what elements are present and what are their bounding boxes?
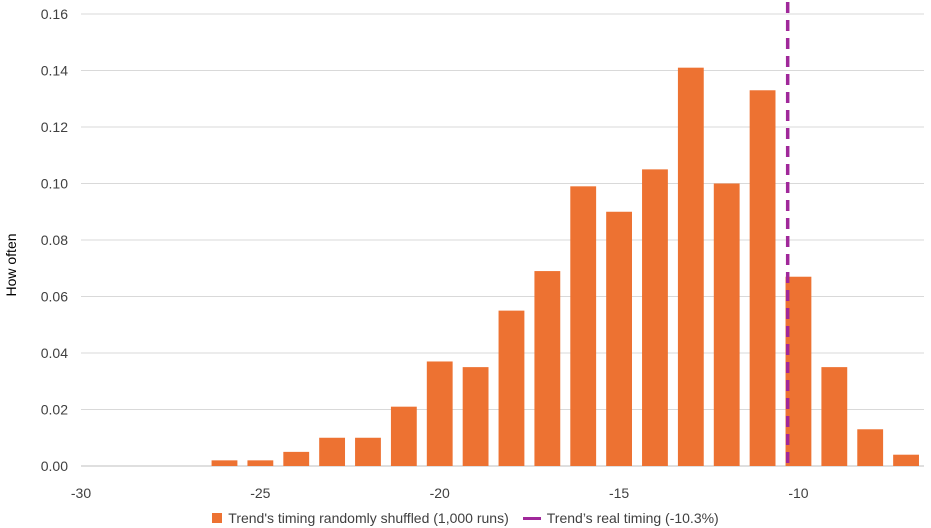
y-tick-label: 0.08 bbox=[41, 232, 68, 248]
histogram-bar bbox=[498, 310, 525, 466]
legend-swatch-bar bbox=[212, 513, 223, 523]
histogram-bar bbox=[211, 460, 238, 466]
legend-swatch-line bbox=[522, 516, 541, 520]
histogram-bar bbox=[534, 271, 561, 466]
legend-label-real: Trend’s real timing (-10.3%) bbox=[546, 510, 719, 526]
histogram-bar bbox=[355, 437, 381, 466]
x-tick-label: -30 bbox=[71, 485, 91, 501]
histogram-bar bbox=[426, 361, 453, 466]
histogram-bar bbox=[570, 186, 597, 466]
legend-label-shuffled: Trend's timing randomly shuffled (1,000 … bbox=[228, 510, 509, 526]
histogram-bar bbox=[642, 169, 668, 466]
y-tick-label: 0.12 bbox=[41, 119, 68, 135]
histogram-bar bbox=[677, 67, 704, 467]
x-tick-label: -15 bbox=[609, 485, 629, 501]
histogram-bar bbox=[462, 367, 489, 466]
histogram-bar bbox=[319, 437, 346, 466]
histogram-bar bbox=[713, 183, 740, 466]
y-tick-label: 0.16 bbox=[41, 6, 68, 22]
y-tick-label: 0.02 bbox=[41, 402, 68, 418]
legend-item-shuffled: Trend's timing randomly shuffled (1,000 … bbox=[212, 510, 509, 526]
legend: Trend's timing randomly shuffled (1,000 … bbox=[0, 508, 931, 528]
y-axis-ticks: 0.00 0.02 0.04 0.06 0.08 0.10 0.12 0.14 0.16 bbox=[41, 6, 68, 474]
legend-item-real: Trend’s real timing (-10.3%) bbox=[522, 510, 719, 526]
histogram-bar bbox=[857, 429, 884, 466]
y-tick-label: 0.14 bbox=[41, 63, 68, 79]
y-tick-label: 0.10 bbox=[41, 176, 68, 192]
y-tick-label: 0.06 bbox=[41, 289, 68, 305]
histogram-bars bbox=[211, 67, 919, 467]
gridlines bbox=[81, 13, 924, 467]
histogram-bar bbox=[283, 451, 310, 466]
x-tick-label: -25 bbox=[250, 485, 270, 501]
histogram-bar bbox=[247, 460, 274, 466]
y-tick-label: 0.00 bbox=[41, 458, 68, 474]
histogram-bar bbox=[606, 211, 632, 466]
x-tick-label: -10 bbox=[788, 485, 808, 501]
histogram-bar bbox=[390, 406, 417, 466]
histogram-bar bbox=[821, 367, 848, 466]
histogram-bar bbox=[893, 454, 919, 466]
histogram-bar bbox=[749, 90, 776, 467]
histogram-bar bbox=[785, 276, 812, 466]
x-tick-label: -20 bbox=[430, 485, 450, 501]
y-tick-label: 0.04 bbox=[41, 345, 68, 361]
x-axis-ticks: -30 -25 -20 -15 -10 bbox=[71, 485, 809, 501]
y-axis-label: How often bbox=[3, 233, 19, 296]
